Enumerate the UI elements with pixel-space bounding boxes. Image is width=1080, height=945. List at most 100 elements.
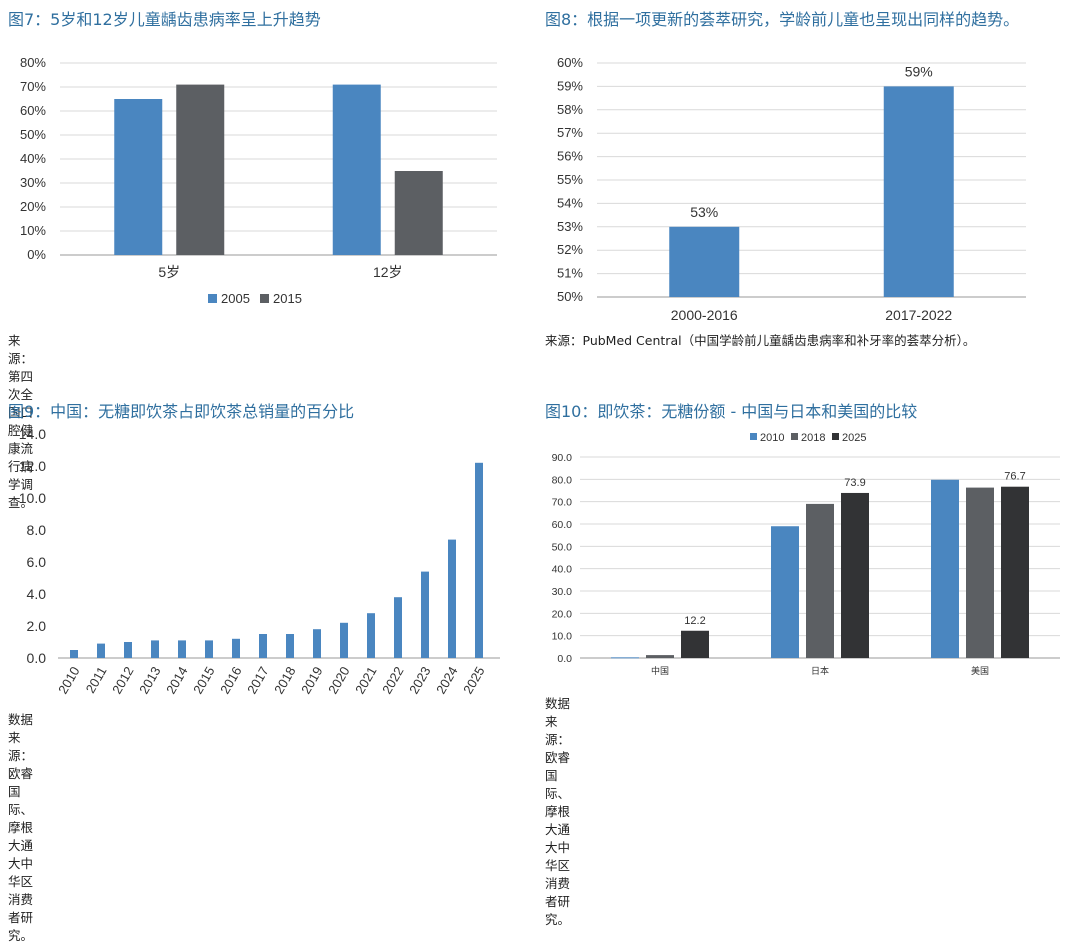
legend-label: 2025 xyxy=(842,432,866,444)
bar xyxy=(340,622,348,658)
y-tick-label: 51% xyxy=(557,266,583,281)
y-tick-label: 52% xyxy=(557,242,583,257)
bar-2005 xyxy=(332,84,381,255)
y-tick-label: 60% xyxy=(557,55,583,70)
bar xyxy=(124,642,132,658)
bar xyxy=(151,640,159,658)
legend-swatch-2025 xyxy=(832,433,839,440)
x-tick-label: 日本 xyxy=(811,665,829,676)
y-tick-label: 70.0 xyxy=(552,497,573,509)
legend-label: 2010 xyxy=(760,432,784,444)
x-tick-label: 美国 xyxy=(971,665,989,676)
bar-2010 xyxy=(611,657,639,659)
data-label: 76.7 xyxy=(1004,471,1025,483)
legend-swatch-2010 xyxy=(750,433,757,440)
y-tick-label: 50.0 xyxy=(552,541,573,553)
y-tick-label: 53% xyxy=(557,219,583,234)
data-label: 59% xyxy=(905,63,933,79)
y-tick-label: 2.0 xyxy=(27,618,47,634)
y-tick-label: 6.0 xyxy=(27,554,47,570)
y-tick-label: 58% xyxy=(557,102,583,117)
x-tick-label: 2000-2016 xyxy=(671,307,738,323)
chart10-source: 数据来源：欧睿国际、摩根大通大中华区消费者研究。 xyxy=(545,696,571,927)
bar xyxy=(286,634,294,658)
bar xyxy=(97,643,105,658)
chart7-title: 图7：5岁和12岁儿童龋齿患病率呈上升趋势 xyxy=(8,10,321,29)
bar-2025 xyxy=(841,492,869,658)
chart7-svg: 0% 10% 20% 30% 40% 50% 60% 70% 80% 5岁 12岁 2005 2015 xyxy=(20,55,497,306)
bar xyxy=(367,613,375,658)
chart9-source: 数据来源：欧睿国际、摩根大通大中华区消费者研究。 xyxy=(8,712,34,943)
legend-label: 2005 xyxy=(221,291,250,306)
x-tick-label: 2017-2022 xyxy=(885,307,952,323)
y-tick-label: 40.0 xyxy=(552,564,573,576)
y-tick-label: 8.0 xyxy=(27,522,47,538)
chart10-title: 图10：即饮茶：无糖份额 - 中国与日本和美国的比较 xyxy=(545,402,918,421)
y-tick-label: 57% xyxy=(557,125,583,140)
y-tick-label: 80.0 xyxy=(552,474,573,486)
data-label: 53% xyxy=(690,204,718,220)
y-tick-label: 60.0 xyxy=(552,519,573,531)
bar xyxy=(421,571,429,658)
y-tick-label: 80% xyxy=(20,55,46,70)
y-tick-label: 50% xyxy=(20,127,46,142)
bar xyxy=(232,638,240,658)
chart8-title: 图8：根据一项更新的荟萃研究，学龄前儿童也呈现出同样的趋势。 xyxy=(545,10,1020,29)
y-tick-label: 30.0 xyxy=(552,586,573,598)
data-label: 12.2 xyxy=(684,615,705,627)
bar xyxy=(669,226,740,297)
legend-label: 2015 xyxy=(273,291,302,306)
chart8-source: 来源：PubMed Central（中国学龄前儿童龋齿患病率和补牙率的荟萃分析）… xyxy=(545,333,976,348)
y-tick-label: 70% xyxy=(20,79,46,94)
bar xyxy=(313,629,321,658)
bar-2010 xyxy=(931,479,959,658)
chart8-svg: 50% 51% 52% 53% 54% 55% 56% 57% 58% 59% 60% 53% 2000… xyxy=(557,55,1026,323)
bar xyxy=(70,650,78,658)
bar-2015 xyxy=(394,171,443,255)
y-tick-label: 0.0 xyxy=(557,653,572,665)
bar xyxy=(448,539,456,658)
y-tick-label: 14.0 xyxy=(19,426,46,442)
data-label: 73.9 xyxy=(844,477,865,489)
y-tick-label: 20% xyxy=(20,199,46,214)
y-tick-label: 0.0 xyxy=(27,650,47,666)
y-tick-label: 10.0 xyxy=(552,631,573,643)
bar xyxy=(883,86,954,298)
bar xyxy=(178,640,186,658)
y-tick-label: 0% xyxy=(27,247,46,262)
chart9-title: 图9：中国：无糖即饮茶占即饮茶总销量的百分比 xyxy=(8,402,355,421)
y-tick-label: 10.0 xyxy=(19,490,46,506)
y-tick-label: 56% xyxy=(557,149,583,164)
bar-2015 xyxy=(176,84,225,255)
bar-2005 xyxy=(114,99,163,255)
y-tick-label: 55% xyxy=(557,172,583,187)
y-tick-label: 54% xyxy=(557,195,583,210)
y-tick-label: 20.0 xyxy=(552,608,573,620)
legend-label: 2018 xyxy=(801,432,825,444)
y-tick-label: 30% xyxy=(20,175,46,190)
y-tick-label: 50% xyxy=(557,289,583,304)
legend-swatch-2005 xyxy=(208,294,217,303)
bar-2025 xyxy=(681,630,709,658)
y-tick-label: 60% xyxy=(20,103,46,118)
bar-2018 xyxy=(966,487,994,658)
x-tick-label: 中国 xyxy=(651,665,669,676)
chart10-svg: 0.0 10.0 20.0 30.0 40.0 50.0 60.0 70.0 80.0 90.0 1… xyxy=(552,432,1060,676)
y-tick-label: 10% xyxy=(20,223,46,238)
x-tick-label: 12岁 xyxy=(373,264,403,280)
bar xyxy=(394,597,402,658)
y-tick-label: 40% xyxy=(20,151,46,166)
bar-2018 xyxy=(806,503,834,658)
bar-2010 xyxy=(771,526,799,658)
chart7-source: 来源：第四次全国口腔健康流行病学调查。 xyxy=(8,333,34,510)
x-tick-label: 5岁 xyxy=(158,264,180,280)
bar xyxy=(475,462,483,658)
bar xyxy=(205,640,213,658)
y-tick-label: 4.0 xyxy=(27,586,47,602)
y-tick-label: 59% xyxy=(557,78,583,93)
legend-swatch-2018 xyxy=(791,433,798,440)
bar-2018 xyxy=(646,655,674,658)
bar-2025 xyxy=(1001,486,1029,658)
y-tick-label: 12.0 xyxy=(19,458,46,474)
